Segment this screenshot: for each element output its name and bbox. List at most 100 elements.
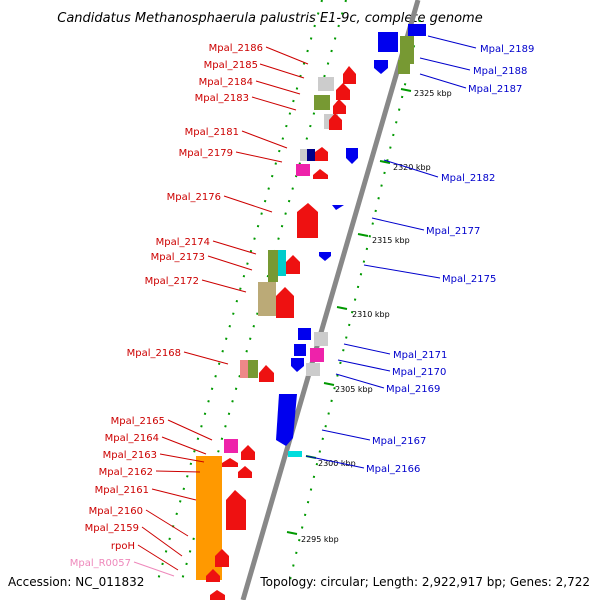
tick-2325	[400, 88, 412, 92]
leader-2162	[155, 470, 201, 473]
gene-label-2182: Mpal_2182	[441, 173, 495, 184]
gene-glyph-2181-c	[315, 147, 328, 161]
leader-2188	[419, 57, 471, 71]
gene-glyph-2181-b	[307, 149, 315, 161]
gene-label-2164: Mpal_2164	[105, 433, 159, 444]
tick-2315	[357, 233, 369, 237]
gene-glyph-2171-a	[298, 328, 311, 340]
gene-glyph-2187	[374, 60, 388, 74]
gene-label-2172: Mpal_2172	[145, 276, 199, 287]
gene-glyph-2160	[226, 490, 246, 530]
right-leader-lines	[305, 35, 477, 469]
gene-glyph-next	[210, 590, 225, 600]
gene-glyph-2172-a	[258, 282, 276, 316]
leader-2173	[207, 255, 253, 271]
leader-2167	[321, 429, 371, 441]
gene-glyph-2174	[268, 250, 278, 282]
gene-label-rpoH: rpoH	[111, 541, 135, 552]
scale-label-2310: 2310 kbp	[352, 310, 390, 319]
gene-label-2173: Mpal_2173	[151, 252, 205, 263]
gene-glyph-2163	[222, 458, 238, 467]
gene-glyph-2162	[238, 466, 252, 478]
gene-label-2170: Mpal_2170	[392, 367, 446, 378]
gene-label-2168: Mpal_2168	[127, 348, 181, 359]
topology-text: Topology: circular; Length: 2,922,917 bp…	[259, 575, 590, 589]
gene-label-2179: Mpal_2179	[179, 148, 233, 159]
leader-2183	[251, 96, 297, 111]
gene-label-2188: Mpal_2188	[473, 66, 527, 77]
leader-2187	[419, 73, 467, 89]
tick-2310	[336, 306, 348, 310]
scale-labels: 2325 kbp 2320 kbp 2315 kbp 2310 kbp 2305…	[301, 89, 452, 544]
gene-glyph-2167	[276, 394, 297, 446]
gene-label-2184: Mpal_2184	[199, 77, 253, 88]
accession-text: Accession: NC_011832	[8, 575, 144, 589]
gene-label-2165: Mpal_2165	[111, 416, 165, 427]
gene-label-2163: Mpal_2163	[103, 450, 157, 461]
gene-glyph-2182-rev	[346, 148, 358, 164]
leader-2168	[183, 351, 229, 365]
gene-glyph-2159	[215, 549, 229, 567]
leader-2159	[141, 526, 183, 557]
leader-2185	[259, 63, 305, 79]
gene-glyph-2190	[408, 24, 426, 36]
scale-label-2300: 2300 kbp	[318, 459, 356, 468]
gene-glyph-2189	[400, 36, 414, 64]
gene-glyph-2176	[297, 203, 318, 238]
gene-glyph-2184	[336, 83, 350, 100]
scale-label-2305: 2305 kbp	[335, 385, 373, 394]
gene-glyph-2179	[296, 164, 310, 176]
gene-glyph-2178	[313, 169, 328, 179]
leader-2160	[145, 509, 189, 537]
genome-backbone	[240, 0, 421, 600]
gene-glyph-2189-b	[378, 32, 398, 52]
gene-glyph-2170-b	[310, 348, 324, 362]
gene-glyph-2166	[288, 451, 302, 457]
leader-2164	[161, 436, 207, 455]
tick-2305	[323, 382, 335, 386]
leader-2176	[223, 195, 273, 213]
gene-label-2169: Mpal_2169	[386, 384, 440, 395]
leader-2170	[337, 359, 391, 372]
gene-label-2159: Mpal_2159	[85, 523, 139, 534]
gene-glyph-2177	[332, 205, 344, 210]
gene-label-R0057: Mpal_R0057	[70, 558, 131, 569]
left-leader-lines	[133, 46, 309, 577]
leader-2174	[212, 240, 257, 255]
gene-glyph-2183-b	[333, 99, 346, 114]
gene-label-2176: Mpal_2176	[167, 192, 221, 203]
leader-2166	[305, 455, 365, 469]
leader-2182	[383, 159, 439, 178]
leader-2171	[343, 343, 391, 355]
map-title: Candidatus Methanosphaerula palustris E1…	[57, 11, 482, 26]
leader-2181	[241, 130, 288, 149]
leader-2179	[235, 151, 283, 163]
scale-label-2320: 2320 kbp	[393, 163, 431, 172]
right-gene-labels: Mpal_2189 Mpal_2188 Mpal_2187 Mpal_2182 …	[366, 44, 534, 475]
gene-label-2181: Mpal_2181	[185, 127, 239, 138]
leader-2189	[427, 35, 477, 49]
gene-glyph-2168-a	[240, 360, 248, 378]
gene-glyph-2175	[319, 252, 331, 261]
gene-glyph-2173-b	[286, 255, 300, 274]
leader-2172	[201, 279, 247, 293]
gene-glyph-2170-a	[294, 344, 306, 356]
gene-glyph-2171-b	[314, 332, 328, 346]
leader-2165	[167, 419, 213, 441]
gene-glyph-2188	[398, 60, 410, 74]
reverse-genes	[276, 24, 426, 457]
gene-label-2162: Mpal_2162	[99, 467, 153, 478]
gene-label-2186: Mpal_2186	[209, 43, 263, 54]
gene-label-2185: Mpal_2185	[204, 60, 258, 71]
gene-glyph-rpoH	[206, 569, 220, 582]
gene-label-2187: Mpal_2187	[468, 84, 522, 95]
gene-glyph-2164	[241, 445, 255, 460]
gene-label-2177: Mpal_2177	[426, 226, 480, 237]
leader-2175	[363, 264, 441, 279]
gene-glyph-2169-b	[306, 363, 320, 376]
leader-2169	[335, 373, 385, 389]
gene-glyph-2183-a	[314, 95, 330, 110]
gene-label-2189: Mpal_2189	[480, 44, 534, 55]
leader-2186	[265, 46, 309, 65]
gene-glyph-2168-c	[259, 365, 274, 382]
